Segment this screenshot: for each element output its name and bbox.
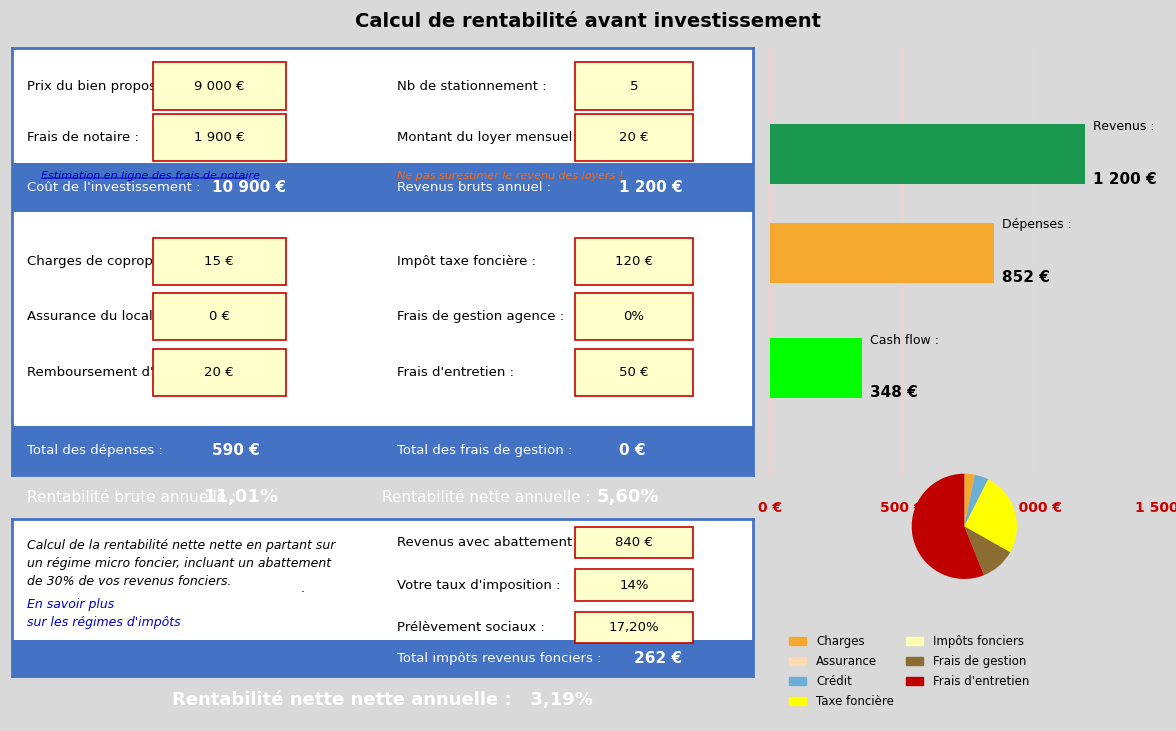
FancyBboxPatch shape [153,293,286,341]
Text: 1 500 €: 1 500 € [1135,501,1176,515]
Text: Charges de copropriété :: Charges de copropriété : [27,255,192,268]
Text: Rentabilité brute annuelle :: Rentabilité brute annuelle : [27,490,236,504]
FancyBboxPatch shape [153,238,286,285]
Text: Total des dépenses :: Total des dépenses : [27,444,162,457]
Text: 1 000 €: 1 000 € [1004,501,1062,515]
Text: Cash flow :: Cash flow : [869,334,938,347]
Text: 0 €: 0 € [759,501,782,515]
Text: Remboursement d'un prêt :: Remboursement d'un prêt : [27,366,211,379]
Text: 590 €: 590 € [212,443,260,458]
FancyBboxPatch shape [153,62,286,110]
Text: Nb de stationnement :: Nb de stationnement : [397,80,547,93]
FancyBboxPatch shape [12,640,753,676]
Text: 348 €: 348 € [869,385,917,401]
Text: 20 €: 20 € [205,366,234,379]
Text: Total des frais de gestion :: Total des frais de gestion : [397,444,573,457]
FancyBboxPatch shape [575,293,694,341]
FancyBboxPatch shape [575,569,694,601]
Text: Frais d'entretien :: Frais d'entretien : [397,366,514,379]
Text: 9 000 €: 9 000 € [194,80,245,93]
Bar [770,223,994,283]
Text: Calcul de la rentabilité nette nette en partant sur
un régime micro foncier, inc: Calcul de la rentabilité nette nette en … [27,539,335,588]
Text: 10 900 €: 10 900 € [212,181,286,195]
Text: 852 €: 852 € [1002,270,1050,285]
Bar [770,338,862,398]
Text: Frais de gestion agence :: Frais de gestion agence : [397,311,564,323]
Text: 262 €: 262 € [634,651,682,666]
Wedge shape [964,526,1010,575]
Text: 500 €: 500 € [880,501,923,515]
Wedge shape [911,474,984,579]
Text: Montant du loyer mensuel:: Montant du loyer mensuel: [397,131,576,144]
Text: 20 €: 20 € [620,131,649,144]
Text: 11,01%: 11,01% [205,488,280,506]
Text: Revenus avec abattement :: Revenus avec abattement : [397,536,581,549]
Legend: Charges, Assurance, Crédit, Taxe foncière, Impôts fonciers, Frais de gestion, Fr: Charges, Assurance, Crédit, Taxe foncièr… [784,630,1034,713]
Text: Coût de l'investissement :: Coût de l'investissement : [27,181,200,194]
Text: 0 €: 0 € [208,311,229,323]
Text: Revenus :: Revenus : [1094,120,1155,133]
Text: Ne pas surestimer le revenu des loyers !: Ne pas surestimer le revenu des loyers ! [397,171,623,181]
Text: Prix du bien proposé FAI :: Prix du bien proposé FAI : [27,80,196,93]
Text: Dépenses :: Dépenses : [1002,219,1071,232]
Text: .: . [301,582,305,594]
Wedge shape [964,474,988,526]
Text: 15 €: 15 € [205,255,234,268]
FancyBboxPatch shape [575,62,694,110]
Wedge shape [964,480,1017,552]
Text: Votre taux d'imposition :: Votre taux d'imposition : [397,578,561,591]
Text: Prélèvement sociaux :: Prélèvement sociaux : [397,621,544,634]
Text: 120 €: 120 € [615,255,653,268]
Text: Revenus bruts annuel :: Revenus bruts annuel : [397,181,552,194]
Text: Calcul de rentabilité avant investissement: Calcul de rentabilité avant investisseme… [355,12,821,31]
FancyBboxPatch shape [575,527,694,558]
Text: En savoir plus
sur les régimes d'impôts: En savoir plus sur les régimes d'impôts [27,598,180,629]
Bar [770,124,1085,184]
FancyBboxPatch shape [575,612,694,643]
Text: Rentabilité nette nette annuelle :   3,19%: Rentabilité nette nette annuelle : 3,19% [172,691,593,709]
Text: Estimation en ligne des frais de notaire: Estimation en ligne des frais de notaire [41,171,260,181]
Text: 5: 5 [630,80,639,93]
Text: Impôt taxe foncière :: Impôt taxe foncière : [397,255,536,268]
Text: 17,20%: 17,20% [609,621,660,634]
Text: Frais de notaire :: Frais de notaire : [27,131,139,144]
Text: Total impôts revenus fonciers :: Total impôts revenus fonciers : [397,651,601,664]
Wedge shape [964,474,975,526]
FancyBboxPatch shape [153,114,286,161]
FancyBboxPatch shape [575,349,694,396]
Text: 0%: 0% [623,311,644,323]
FancyBboxPatch shape [575,238,694,285]
Text: 14%: 14% [620,578,649,591]
Text: 840 €: 840 € [615,536,653,549]
Text: Rentabilité nette annuelle :: Rentabilité nette annuelle : [382,490,590,504]
Text: 1 200 €: 1 200 € [620,181,683,195]
Text: 0 €: 0 € [620,443,646,458]
FancyBboxPatch shape [12,426,753,475]
FancyBboxPatch shape [153,349,286,396]
Text: 5,60%: 5,60% [597,488,660,506]
Text: 50 €: 50 € [620,366,649,379]
Text: 1 900 €: 1 900 € [194,131,245,144]
FancyBboxPatch shape [575,114,694,161]
FancyBboxPatch shape [12,163,753,212]
Text: Assurance du local :: Assurance du local : [27,311,161,323]
Text: 1 200 €: 1 200 € [1094,172,1157,186]
